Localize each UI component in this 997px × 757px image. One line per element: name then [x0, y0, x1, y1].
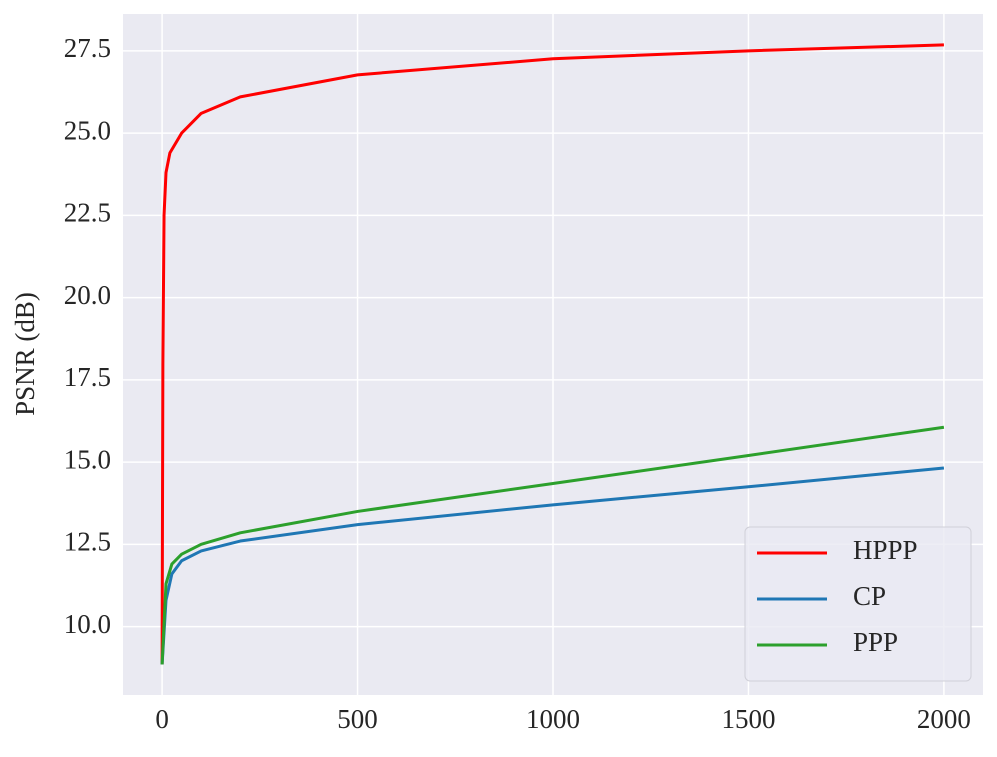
legend-label: PPP [853, 627, 898, 657]
y-tick-label: 27.5 [64, 33, 111, 63]
y-tick-label: 17.5 [64, 362, 111, 392]
line-series [160, 425, 945, 665]
legend-box [744, 526, 972, 682]
x-tick-label: 0 [155, 704, 169, 734]
line-series [160, 43, 944, 665]
legend-label: CP [853, 581, 886, 611]
legend-label: HPPP [853, 535, 918, 565]
y-tick-label: 12.5 [64, 527, 111, 557]
y-tick-label: 20.0 [64, 280, 111, 310]
x-tick-label: 1000 [526, 704, 580, 734]
y-tick-label: 10.0 [64, 609, 111, 639]
y-tick-label: 25.0 [64, 115, 111, 145]
y-tick-label: 22.5 [64, 198, 111, 228]
x-tick-label: 1500 [721, 704, 775, 734]
x-tick-label: 500 [337, 704, 378, 734]
line-series [160, 466, 945, 665]
y-axis-label: PSNR (dB) [10, 292, 40, 416]
x-tick-label: 2000 [917, 704, 971, 734]
y-tick-label: 15.0 [64, 444, 111, 474]
